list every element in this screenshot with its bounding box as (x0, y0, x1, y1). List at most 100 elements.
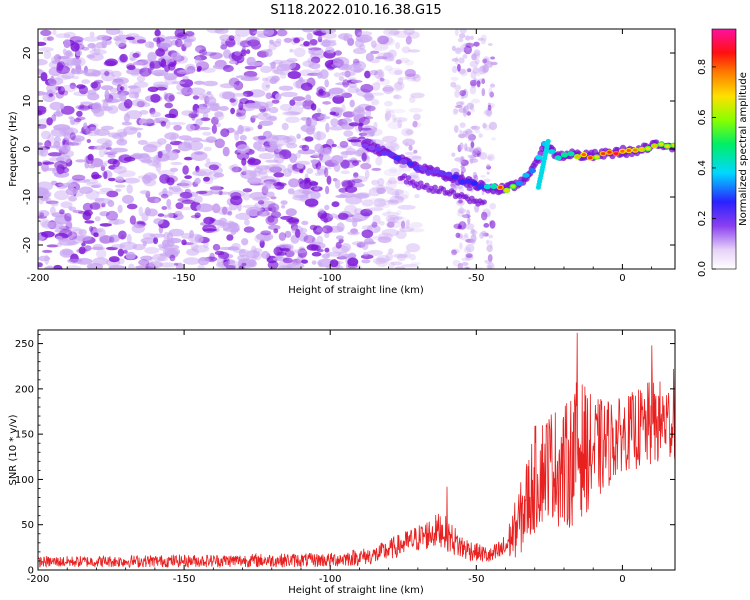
noise-blob (385, 221, 402, 229)
noise-blob (38, 181, 53, 191)
noise-blob (343, 130, 354, 137)
noise-blob (261, 250, 270, 259)
noise-blob (210, 186, 224, 191)
noise-blob (460, 101, 465, 106)
noise-blob (486, 171, 490, 175)
noise-blob (465, 243, 475, 253)
noise-blob (388, 109, 395, 118)
noise-blob (154, 198, 160, 204)
noise-blob (464, 232, 469, 238)
noise-blob (367, 249, 384, 256)
noise-blob (64, 212, 72, 222)
noise-blob (205, 158, 211, 164)
noise-blob (107, 150, 118, 155)
noise-blob (108, 265, 126, 269)
noise-blob (222, 222, 231, 231)
noise-blob (397, 119, 403, 129)
noise-blob (472, 66, 479, 74)
noise-blob (55, 109, 61, 116)
noise-blob (389, 108, 406, 114)
noise-blob (488, 234, 494, 239)
noise-blob (410, 262, 421, 266)
noise-blob (344, 185, 358, 193)
noise-blob (316, 165, 328, 174)
noise-blob (129, 57, 137, 61)
signal-peak (607, 150, 612, 154)
noise-blob (147, 51, 157, 62)
noise-blob (374, 69, 385, 80)
noise-blob (335, 194, 348, 199)
noise-blob (409, 172, 420, 179)
noise-blob (239, 134, 247, 141)
noise-blob (476, 80, 481, 88)
noise-blob (458, 206, 464, 215)
noise-blob (186, 248, 200, 256)
x-tick-label: -150 (173, 273, 196, 284)
noise-blob (396, 254, 407, 262)
noise-blob (361, 199, 374, 207)
noise-blob (169, 167, 179, 172)
noise-blob (151, 69, 169, 77)
noise-blob (284, 111, 302, 115)
noise-blob (405, 73, 420, 80)
noise-blob (384, 110, 392, 121)
noise-blob (86, 54, 96, 59)
noise-blob (401, 264, 419, 268)
noise-blob (153, 218, 164, 225)
noise-blob (80, 101, 93, 105)
noise-blob (210, 185, 222, 195)
noise-blob (383, 52, 391, 61)
noise-blob (168, 94, 175, 102)
noise-blob (461, 262, 469, 266)
noise-blob (149, 60, 155, 71)
noise-blob (152, 159, 162, 168)
noise-blob (491, 137, 496, 141)
noise-blob (89, 31, 95, 38)
noise-blob (393, 94, 402, 100)
signal-band (450, 189, 457, 195)
noise-blob (394, 81, 405, 91)
noise-blob (468, 134, 476, 141)
noise-blob (455, 232, 461, 238)
noise-blob (39, 212, 44, 217)
noise-blob (273, 144, 282, 153)
noise-blob (83, 209, 93, 217)
noise-blob (489, 83, 496, 88)
noise-blob (65, 265, 82, 269)
noise-blob (269, 166, 282, 173)
noise-blob (331, 155, 344, 164)
noise-blob (154, 29, 161, 37)
noise-blob (96, 249, 107, 259)
noise-blob (248, 157, 256, 164)
noise-blob (311, 251, 322, 257)
y-tick-label: 100 (15, 475, 34, 486)
noise-blob (471, 125, 481, 131)
noise-blob (340, 159, 350, 169)
noise-blob (465, 128, 472, 135)
noise-blob (361, 130, 375, 137)
noise-blob (84, 245, 92, 252)
noise-blob (457, 199, 464, 204)
noise-blob (341, 180, 354, 190)
noise-blob (99, 162, 108, 167)
noise-blob (233, 80, 244, 91)
noise-blob (317, 115, 331, 120)
noise-blob (179, 191, 193, 199)
noise-blob (264, 164, 281, 174)
noise-blob (477, 37, 484, 41)
noise-blob (365, 207, 384, 212)
noise-blob (167, 212, 174, 219)
noise-blob (310, 190, 321, 201)
signal-peak (645, 147, 651, 150)
noise-blob (194, 212, 201, 218)
noise-blob (371, 167, 382, 171)
noise-blob (297, 149, 316, 155)
noise-blob (455, 105, 463, 109)
noise-blob (38, 161, 43, 166)
snr-y-ticks: 0 50 100 150 200 250 (15, 334, 675, 577)
noise-blob (382, 84, 394, 95)
noise-blob (129, 127, 144, 131)
noise-blob (90, 82, 98, 89)
noise-blob (273, 154, 285, 164)
noise-blob (361, 225, 373, 231)
